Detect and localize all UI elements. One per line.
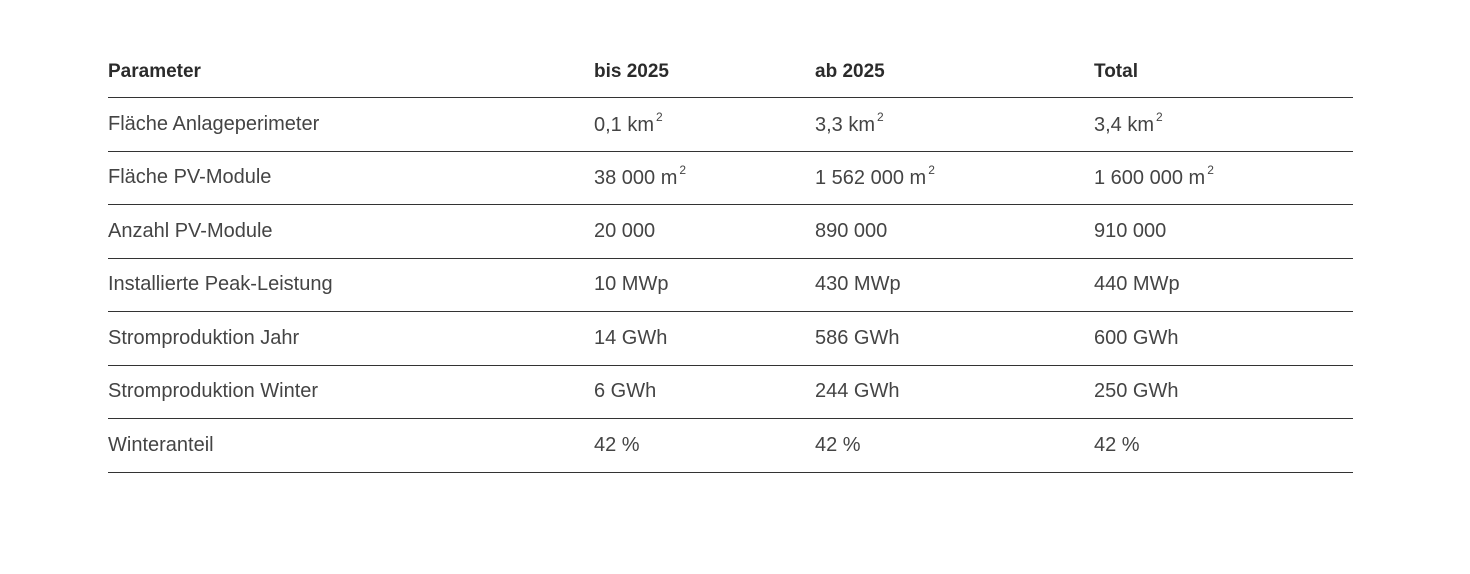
cell-bis-2025: 10 MWp bbox=[594, 258, 815, 312]
cell-bis-2025: 0,1 km 2 bbox=[594, 97, 815, 152]
cell-total: 440 MWp bbox=[1094, 258, 1353, 312]
column-header-parameter: Parameter bbox=[108, 46, 594, 98]
row-label: Winteranteil bbox=[108, 418, 594, 473]
cell-ab-2025: 3,3 km 2 bbox=[815, 97, 1094, 152]
row-label: Fläche PV-Module bbox=[108, 151, 594, 205]
column-header-bis-2025: bis 2025 bbox=[594, 46, 815, 98]
row-label: Fläche Anlageperimeter bbox=[108, 97, 594, 152]
cell-ab-2025: 890 000 bbox=[815, 204, 1094, 259]
table-row: Anzahl PV-Module 20 000 890 000 910 000 bbox=[108, 204, 1353, 259]
row-label: Stromproduktion Jahr bbox=[108, 311, 594, 366]
solar-parameters-table: Parameter bis 2025 ab 2025 Total Fläche … bbox=[108, 46, 1353, 473]
table-row: Stromproduktion Winter 6 GWh 244 GWh 250… bbox=[108, 365, 1353, 419]
cell-ab-2025: 244 GWh bbox=[815, 365, 1094, 419]
cell-total: 600 GWh bbox=[1094, 311, 1353, 366]
table-header-row: Parameter bis 2025 ab 2025 Total bbox=[108, 46, 1353, 98]
column-header-ab-2025: ab 2025 bbox=[815, 46, 1094, 98]
column-header-total: Total bbox=[1094, 46, 1353, 98]
row-label: Stromproduktion Winter bbox=[108, 365, 594, 419]
cell-total: 3,4 km 2 bbox=[1094, 97, 1353, 152]
table-row: Stromproduktion Jahr 14 GWh 586 GWh 600 … bbox=[108, 311, 1353, 366]
table-row: Fläche Anlageperimeter 0,1 km 2 3,3 km 2 3… bbox=[108, 97, 1353, 152]
table-row: Installierte Peak-Leistung 10 MWp 430 MW… bbox=[108, 258, 1353, 312]
table-row: Winteranteil 42 % 42 % 42 % bbox=[108, 418, 1353, 473]
cell-ab-2025: 430 MWp bbox=[815, 258, 1094, 312]
cell-bis-2025: 20 000 bbox=[594, 204, 815, 259]
row-label: Installierte Peak-Leistung bbox=[108, 258, 594, 312]
cell-total: 910 000 bbox=[1094, 204, 1353, 259]
cell-bis-2025: 14 GWh bbox=[594, 311, 815, 366]
cell-bis-2025: 42 % bbox=[594, 418, 815, 473]
cell-bis-2025: 6 GWh bbox=[594, 365, 815, 419]
cell-total: 42 % bbox=[1094, 418, 1353, 473]
data-table-container: Parameter bis 2025 ab 2025 Total Fläche … bbox=[108, 46, 1353, 473]
cell-ab-2025: 42 % bbox=[815, 418, 1094, 473]
cell-total: 250 GWh bbox=[1094, 365, 1353, 419]
cell-ab-2025: 586 GWh bbox=[815, 311, 1094, 366]
row-label: Anzahl PV-Module bbox=[108, 204, 594, 259]
